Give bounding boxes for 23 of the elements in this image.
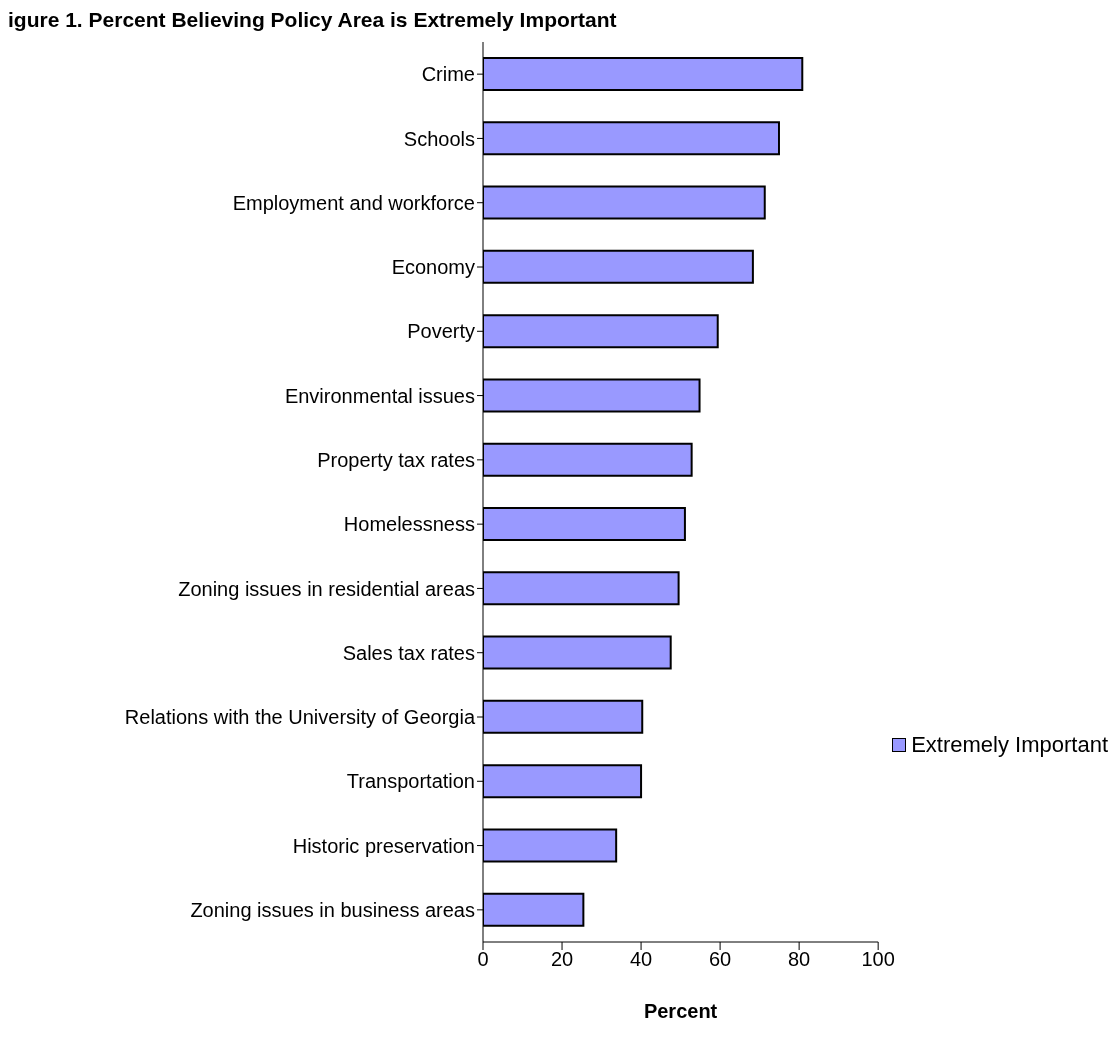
y-tick-label: Sales tax rates [342,641,475,664]
y-tick-label: Zoning issues in residential areas [178,577,475,600]
x-tick-label: 60 [708,948,732,971]
y-tick-label: Schools [403,127,475,150]
x-tick-label: 80 [788,948,811,971]
x-tick-label: 0 [477,948,489,971]
y-tick-label: Property tax rates [317,448,475,471]
x-tick-label: 100 [861,948,895,971]
y-tick-label: Environmental issues [284,384,475,407]
y-tick-label: Homelessness [343,513,475,536]
text: igure 1. Percent Believing Policy Area is Extremely Important [8,8,618,32]
y-tick-label: Poverty [407,320,475,343]
x-axis-title: Percent [643,1000,718,1022]
y-tick-label: Employment and workforce [232,191,475,214]
x-tick-label: 20 [550,948,574,971]
y-tick-label: Crime [421,63,475,86]
y-tick-label: Relations with the University of Georgia [124,706,476,729]
y-tick-label: Economy [391,256,475,279]
y-tick-label: Historic preservation [292,834,475,857]
x-tick-label: 40 [629,948,653,971]
y-tick-label: Transportation [346,770,475,793]
legend-label: Extremely Important [910,732,1108,758]
y-tick-label: Zoning issues in business areas [190,898,475,921]
